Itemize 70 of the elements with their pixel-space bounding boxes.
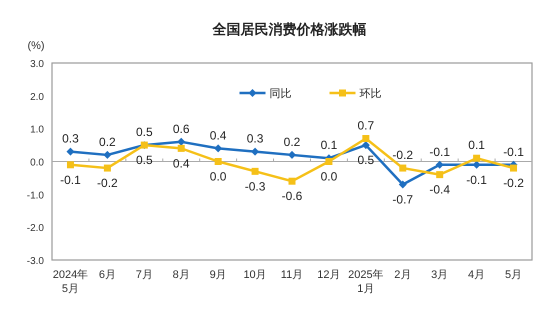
point <box>178 144 185 152</box>
data-label: 0.2 <box>99 134 116 149</box>
point <box>288 150 296 159</box>
y-tick-label: 2.0 <box>30 92 44 103</box>
y-axis-title: (%) <box>27 40 45 52</box>
legend-label: 同比 <box>270 87 292 100</box>
point <box>103 150 112 159</box>
data-label: 0.5 <box>136 153 153 168</box>
data-label: 0.5 <box>358 153 375 168</box>
point <box>104 164 111 172</box>
data-label: 0.1 <box>320 138 338 152</box>
data-label: -0.7 <box>392 192 414 206</box>
point <box>325 158 332 165</box>
data-label: 0.4 <box>172 156 190 170</box>
data-label: 0.5 <box>136 125 153 140</box>
x-tick-label: 4月 <box>468 269 486 281</box>
x-tick-label: 2月 <box>394 269 412 281</box>
y-tick-label: 3.0 <box>30 59 44 70</box>
y-tick-label: -1.0 <box>26 190 44 202</box>
data-label: 0.0 <box>320 170 338 184</box>
data-label: -0.1 <box>466 172 488 187</box>
point <box>251 148 260 156</box>
y-tick-label: 1.0 <box>30 124 44 136</box>
x-tick-label: 10月 <box>243 269 267 281</box>
x-tick-label: 7月 <box>136 269 153 281</box>
x-tick-label: 11月 <box>280 269 304 281</box>
data-label: -0.1 <box>429 144 450 159</box>
x-tick-label: 12月 <box>317 269 341 281</box>
data-label: -0.1 <box>60 172 82 187</box>
point <box>214 158 222 165</box>
chart-title: 全国居民消费价格涨跌幅 <box>212 21 366 37</box>
x-tick-label: 5月 <box>504 269 522 281</box>
data-label: -0.4 <box>429 182 450 197</box>
point <box>288 178 296 185</box>
data-label: 0.0 <box>210 170 227 184</box>
point <box>398 180 407 188</box>
y-tick-label: -3.0 <box>26 256 44 267</box>
data-label: 0.3 <box>246 132 264 146</box>
data-label: 0.7 <box>358 118 375 133</box>
data-label: 0.3 <box>62 132 80 146</box>
data-label: -0.2 <box>97 176 118 190</box>
point <box>362 141 370 150</box>
x-tick-label: 3月 <box>431 269 448 281</box>
data-label: 0.4 <box>210 128 227 142</box>
point <box>252 168 259 175</box>
data-label: -0.2 <box>503 176 524 190</box>
data-label: 0.6 <box>172 122 190 136</box>
legend-label: 环比 <box>360 87 382 100</box>
point <box>399 164 406 172</box>
data-label: -0.3 <box>244 179 266 194</box>
x-tick-label: 6月 <box>98 269 116 281</box>
point <box>473 154 480 162</box>
point <box>436 171 444 178</box>
data-label: 0.1 <box>468 138 486 152</box>
point <box>66 161 74 168</box>
y-tick-label: -2.0 <box>26 223 44 234</box>
x-tick-label: 9月 <box>210 269 227 281</box>
y-tick-label: 0.0 <box>30 158 44 168</box>
data-label: 0.2 <box>284 134 301 149</box>
point <box>66 148 74 156</box>
data-label: -0.2 <box>392 148 414 162</box>
point <box>510 164 518 172</box>
point <box>214 144 222 152</box>
data-label: -0.6 <box>282 189 303 204</box>
x-tick-label: 8月 <box>172 269 190 281</box>
x-tick-label: 2024年 5月 <box>52 269 88 295</box>
point <box>362 135 370 142</box>
data-label: -0.1 <box>503 144 524 159</box>
point <box>177 138 186 146</box>
x-tick-label: 2025年 1月 <box>348 269 384 295</box>
